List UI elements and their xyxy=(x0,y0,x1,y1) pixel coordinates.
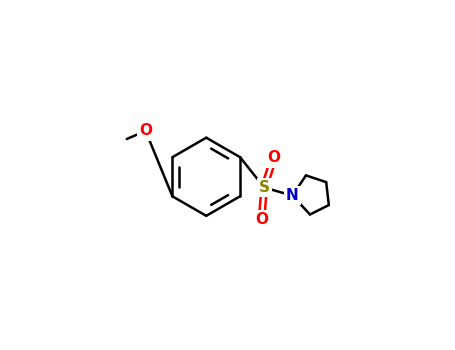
Text: S: S xyxy=(259,180,270,195)
Text: N: N xyxy=(286,188,299,203)
Text: O: O xyxy=(139,124,152,139)
Text: O: O xyxy=(255,212,268,228)
Text: O: O xyxy=(267,150,280,166)
